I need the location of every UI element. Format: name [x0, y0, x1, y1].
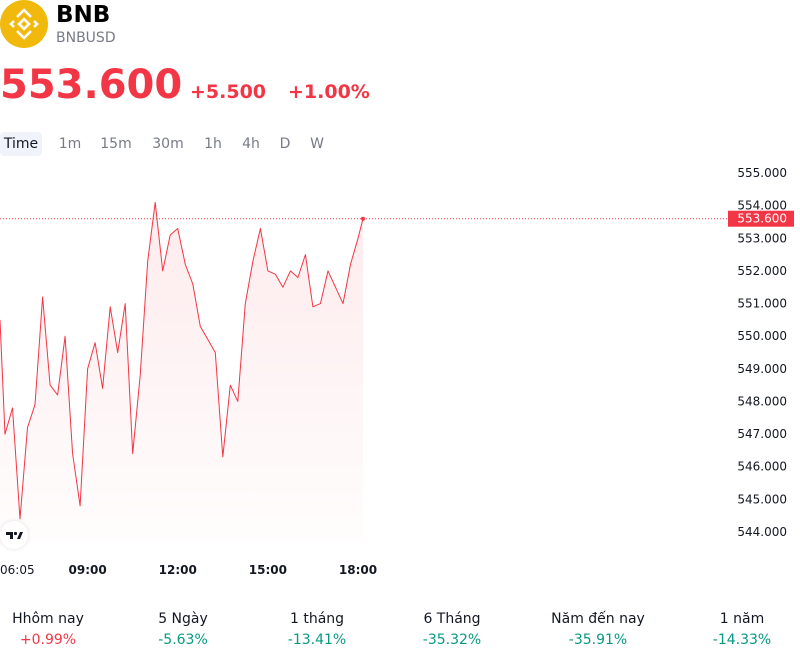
y-tick-label: 554.000: [737, 199, 787, 213]
perf-value: -35.91%: [568, 632, 628, 648]
symbol-pair: BNBUSD: [56, 30, 116, 46]
x-tick-label: 15:00: [249, 563, 287, 577]
price-change-percent: +1.00%: [288, 81, 370, 103]
price-chart[interactable]: 555.000 554.000 553.000 552.000 551.000 550.0…: [0, 160, 800, 590]
y-tick-label: 550.000: [737, 329, 787, 343]
y-tick-label: 548.000: [737, 394, 787, 408]
tab-4h[interactable]: 4h: [242, 136, 260, 152]
perf-value: -5.63%: [158, 632, 208, 648]
perf-1m[interactable]: 1 tháng -13.41%: [262, 608, 372, 652]
y-tick-label: 544.000: [737, 525, 787, 539]
perf-1y[interactable]: 1 năm -14.33%: [686, 608, 798, 652]
y-tick-label: 549.000: [737, 362, 787, 376]
tradingview-logo-icon[interactable]: [0, 521, 28, 549]
price-line: [0, 201, 364, 520]
y-tick-label: 555.000: [737, 166, 787, 180]
tab-d[interactable]: D: [279, 136, 291, 152]
perf-label: 5 Ngày: [158, 611, 208, 627]
y-tick-label: 551.000: [737, 297, 787, 311]
perf-value: +0.99%: [19, 632, 77, 648]
plot-area: [0, 201, 728, 545]
perf-label: Hhôm nay: [12, 611, 84, 627]
last-price-box: [728, 210, 794, 227]
tab-1m[interactable]: 1m: [58, 136, 82, 152]
perf-5d[interactable]: 5 Ngày -5.63%: [128, 608, 238, 652]
symbol-name: BNB: [56, 2, 111, 28]
tab-30m[interactable]: 30m: [152, 136, 184, 152]
perf-label: 1 tháng: [289, 611, 345, 627]
bnb-logo-icon: [0, 0, 48, 48]
tab-time[interactable]: Time: [0, 132, 42, 156]
performance-bar: Hhôm nay +0.99% 5 Ngày -5.63% 1 tháng -1…: [0, 608, 800, 652]
perf-today[interactable]: Hhôm nay +0.99%: [0, 608, 96, 652]
x-tick-label: 12:00: [159, 563, 197, 577]
time-axis: 06:05 09:00 12:00 15:00 18:00: [0, 563, 377, 577]
x-tick-label: 06:05: [0, 563, 35, 577]
price-area-fill: [0, 202, 363, 545]
y-tick-label: 553.000: [737, 231, 787, 245]
y-tick-label: 546.000: [737, 460, 787, 474]
last-price-axis-label: 553.600: [737, 212, 787, 226]
x-tick-label: 18:00: [339, 563, 377, 577]
perf-value: -35.32%: [422, 632, 482, 648]
x-tick-label: 09:00: [69, 563, 107, 577]
last-price-dot: [361, 216, 366, 221]
tab-w[interactable]: W: [310, 136, 324, 152]
perf-value: -14.33%: [712, 632, 772, 648]
perf-6m[interactable]: 6 Tháng -35.32%: [396, 608, 508, 652]
tab-15m[interactable]: 15m: [100, 136, 132, 152]
y-tick-label: 547.000: [737, 427, 787, 441]
price-change: +5.500: [190, 81, 267, 103]
perf-ytd[interactable]: Năm đến nay -35.91%: [536, 608, 660, 652]
tab-1h[interactable]: 1h: [204, 136, 222, 152]
symbol-header: BNB BNBUSD: [0, 0, 800, 56]
y-tick-label: 552.000: [737, 264, 787, 278]
y-tick-label: 545.000: [737, 492, 787, 506]
perf-label: Năm đến nay: [551, 611, 645, 627]
last-price: 553.600: [0, 62, 183, 108]
perf-value: -13.41%: [287, 632, 347, 648]
perf-label: 6 Tháng: [423, 611, 481, 627]
price-axis: 555.000 554.000 553.000 552.000 551.000 550.0…: [728, 166, 794, 539]
perf-label: 1 năm: [719, 611, 765, 627]
